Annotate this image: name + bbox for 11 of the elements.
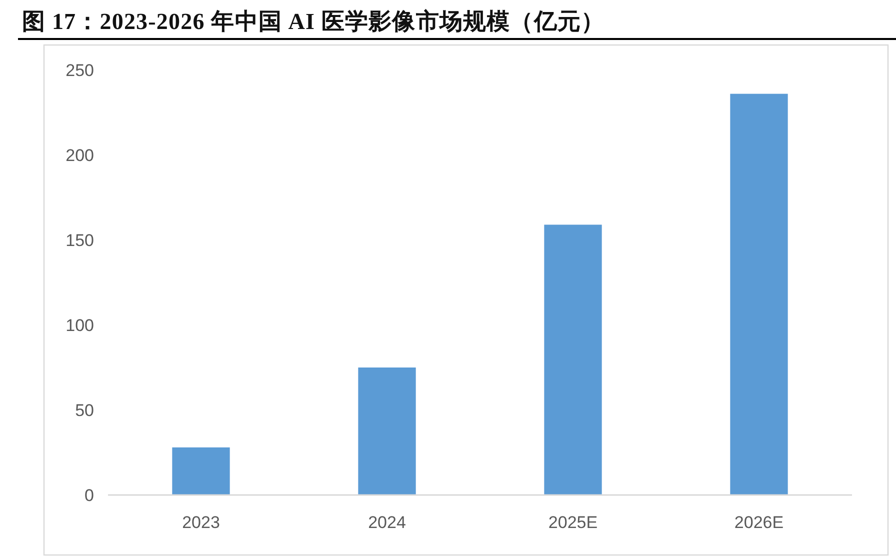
title: 图 17：2023-2026 年中国 AI 医学影像市场规模（亿元） xyxy=(22,9,605,34)
y-tick-label: 200 xyxy=(66,146,94,165)
x-tick-label: 2026E xyxy=(734,513,784,532)
x-tick-label: 2025E xyxy=(548,513,598,532)
y-tick-label: 100 xyxy=(66,316,94,335)
y-tick-label: 50 xyxy=(75,401,94,420)
y-tick-label: 150 xyxy=(66,231,94,250)
y-tick-label: 0 xyxy=(84,486,94,505)
y-tick-label: 250 xyxy=(66,61,94,80)
x-tick-label: 2024 xyxy=(368,513,406,532)
x-tick-label: 2023 xyxy=(182,513,220,532)
